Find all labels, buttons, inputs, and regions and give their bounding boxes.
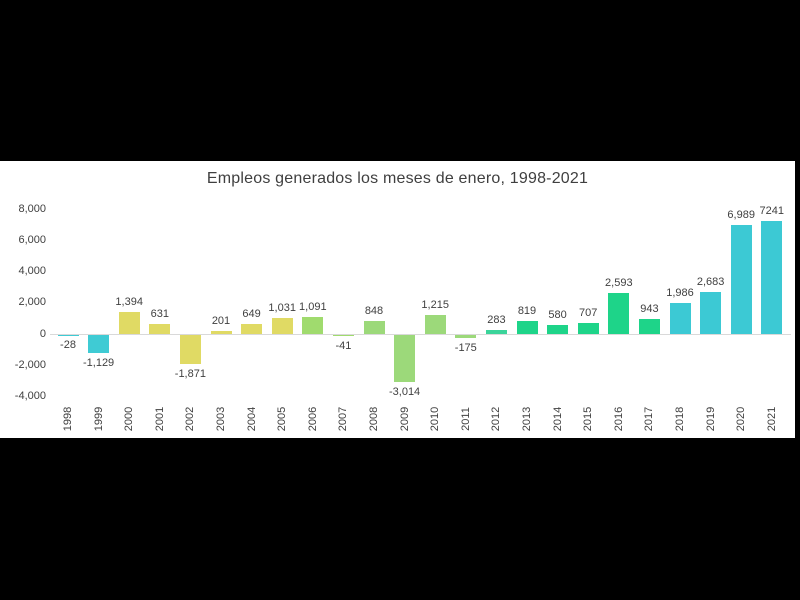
chart-title: Empleos generados los meses de enero, 19… <box>206 170 589 187</box>
bar-label: 283 <box>487 313 506 326</box>
bar-label: 848 <box>364 304 384 317</box>
bar-label: -28 <box>60 339 76 352</box>
bar <box>577 322 599 334</box>
bar <box>271 317 293 334</box>
bar <box>547 324 569 334</box>
bar <box>730 224 752 334</box>
bar <box>638 319 660 334</box>
bar-label: 2,593 <box>605 277 633 290</box>
bar-label: 580 <box>548 308 567 321</box>
bar <box>424 315 446 334</box>
bar <box>669 302 691 334</box>
bar-label: -175 <box>454 341 477 354</box>
bar <box>485 329 507 334</box>
x-axis-label: 2001 <box>153 406 166 432</box>
bar-label: 943 <box>640 303 659 316</box>
x-axis-label: 2005 <box>276 406 289 432</box>
y-axis-tick: 8,000 <box>18 202 46 215</box>
x-axis-label: 2019 <box>704 406 717 432</box>
zero-axis-line <box>50 334 791 335</box>
bar <box>608 293 630 334</box>
x-axis-label: 2007 <box>337 406 350 432</box>
x-axis-label: 2021 <box>765 406 778 432</box>
bar <box>394 335 416 383</box>
bar <box>332 335 354 336</box>
bar <box>118 312 140 334</box>
x-axis-label: 2010 <box>429 406 442 432</box>
x-axis-label: 2003 <box>215 406 227 432</box>
bar <box>241 323 263 334</box>
bar-label: -1,871 <box>174 368 206 381</box>
bar-label: 1,091 <box>299 300 327 313</box>
x-axis-label: 2011 <box>459 407 472 431</box>
bar <box>210 330 232 334</box>
x-axis-label: 2006 <box>306 406 319 432</box>
bar-label: 201 <box>211 314 231 327</box>
bar-label: -3,014 <box>388 386 421 399</box>
bar <box>149 324 171 334</box>
bar <box>700 292 722 334</box>
bar-label: 7241 <box>759 204 785 217</box>
bar-label: 649 <box>242 307 261 320</box>
y-axis-tick: 2,000 <box>18 296 46 309</box>
x-axis-label: 2013 <box>521 406 533 432</box>
x-axis-label: 2008 <box>368 406 380 432</box>
bar-label: -1,129 <box>82 356 115 369</box>
x-axis-label: 2004 <box>245 406 258 432</box>
y-axis-tick: 0 <box>39 327 46 340</box>
y-axis-tick: -4,000 <box>14 390 46 402</box>
y-axis-tick: 6,000 <box>18 233 46 246</box>
bar <box>302 316 324 334</box>
x-axis-label: 1998 <box>62 406 74 432</box>
x-axis-label: 2015 <box>582 406 595 432</box>
x-axis-label: 2018 <box>674 406 686 432</box>
bar-label: 1,986 <box>666 286 694 299</box>
bar-label: -41 <box>335 339 352 352</box>
bar <box>455 335 477 338</box>
bar <box>761 220 783 334</box>
chart-panel: Empleos generados los meses de enero, 19… <box>0 161 795 438</box>
bar-label: 1,394 <box>115 296 143 309</box>
bar <box>88 335 110 353</box>
bar <box>363 320 385 334</box>
bar-label: 631 <box>150 308 169 321</box>
x-axis-label: 2009 <box>398 406 411 432</box>
x-axis-label: 2014 <box>551 406 564 432</box>
bar-label: 707 <box>579 306 598 319</box>
bar-label: 2,683 <box>696 276 725 289</box>
bar <box>179 335 201 365</box>
y-axis-tick: 4,000 <box>18 265 46 277</box>
x-axis-label: 1999 <box>92 406 105 432</box>
x-axis-label: 2012 <box>490 406 503 432</box>
bar-label: 819 <box>517 305 537 318</box>
x-axis-label: 2016 <box>612 406 625 432</box>
x-axis-label: 2000 <box>123 406 136 432</box>
bar-label: 1,215 <box>421 299 449 312</box>
x-axis-label: 2020 <box>735 406 748 432</box>
bar-label: 1,031 <box>268 301 296 314</box>
bar <box>516 321 538 334</box>
x-axis-label: 2002 <box>184 406 197 432</box>
y-axis-tick: -2,000 <box>14 358 46 371</box>
x-axis-label: 2017 <box>643 406 656 432</box>
bar-label: 6,989 <box>727 208 755 221</box>
